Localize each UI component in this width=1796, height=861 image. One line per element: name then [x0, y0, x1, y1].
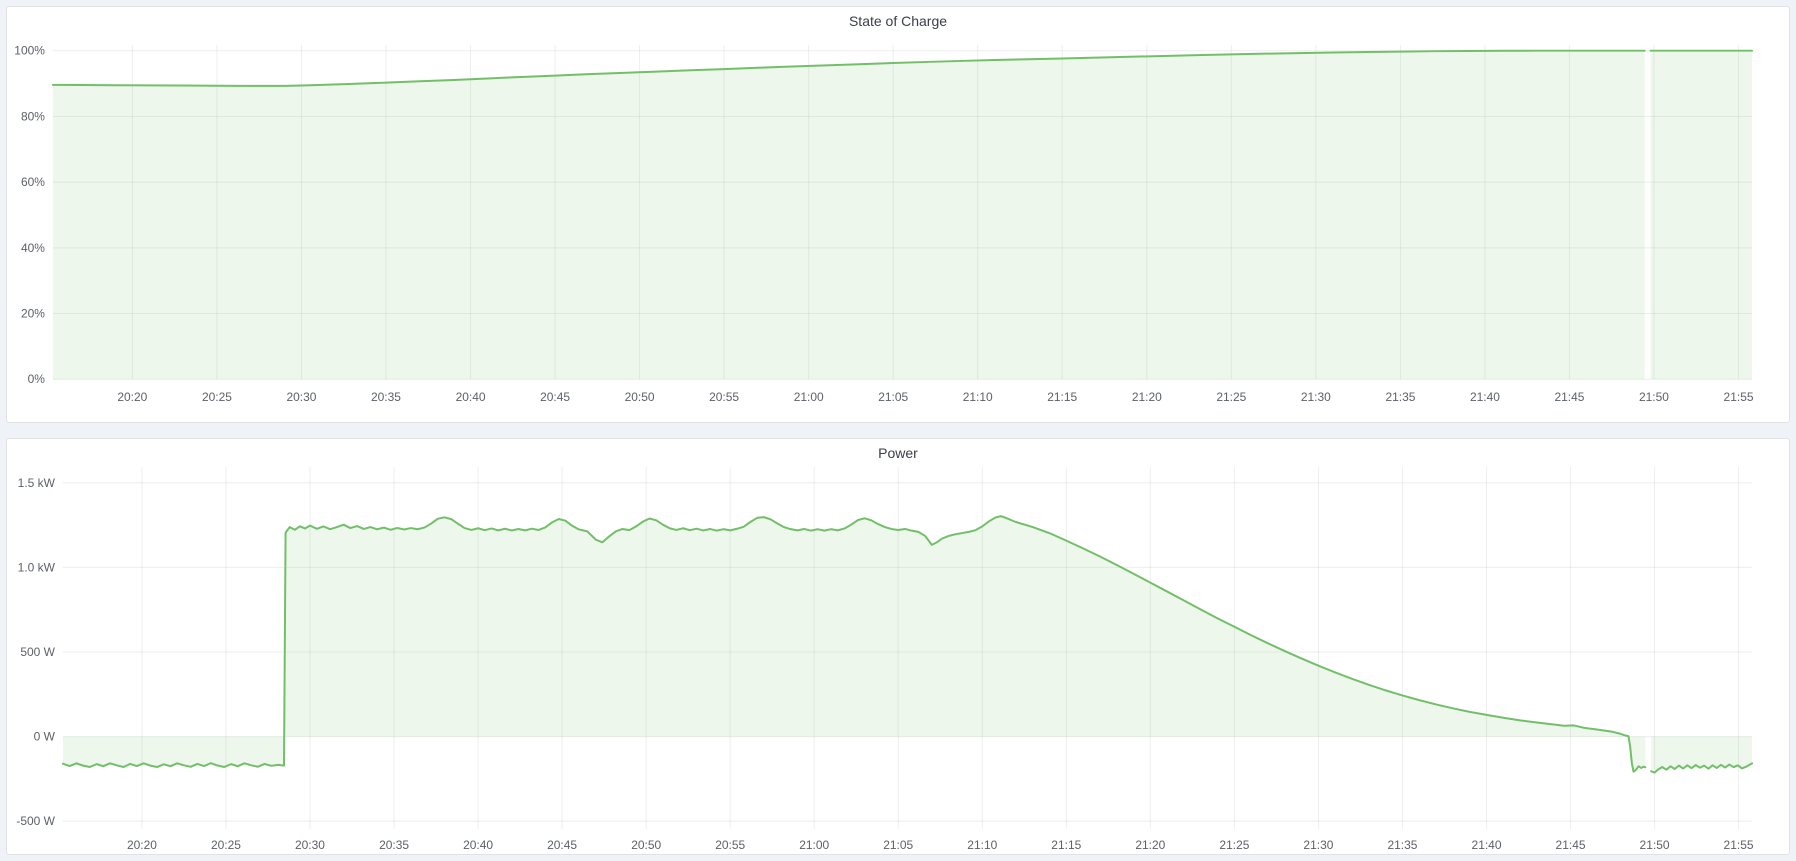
x-tick-label: 20:55	[715, 838, 745, 852]
series-line	[61, 515, 1647, 773]
y-tick-label: 40%	[21, 241, 45, 255]
x-tick-label: 20:35	[371, 390, 401, 404]
x-tick-label: 20:25	[202, 390, 232, 404]
x-tick-label: 20:35	[379, 838, 409, 852]
x-tick-label: 21:20	[1135, 838, 1165, 852]
x-tick-label: 20:45	[540, 390, 570, 404]
y-tick-label: 500 W	[20, 645, 55, 659]
x-tick-label: 21:05	[878, 390, 908, 404]
y-tick-label: 80%	[21, 109, 45, 123]
x-tick-label: 21:15	[1051, 838, 1081, 852]
chart-canvas[interactable]: -500 W 0 W 500 W 1.0 kW 1.5 kW 20:20 20:25 20:3…	[7, 439, 1789, 854]
axis-labels: 0% 20% 40% 60% 80% 100% 20:20 20:25 20:30 20:35 20…	[14, 44, 1754, 404]
x-tick-label: 21:30	[1303, 838, 1333, 852]
gridlines	[62, 466, 1753, 830]
x-tick-label: 21:45	[1554, 390, 1584, 404]
series-line	[1650, 762, 1754, 774]
panel-state-of-charge: State of Charge 0% 20% 40% 60% 80% 100% 20:20 2…	[6, 6, 1790, 423]
x-tick-label: 21:30	[1301, 390, 1331, 404]
gridlines	[52, 44, 1753, 380]
y-tick-label: 1.5 kW	[18, 476, 56, 490]
series-line	[51, 49, 1646, 87]
x-tick-label: 21:55	[1724, 390, 1754, 404]
x-tick-label: 21:40	[1470, 390, 1500, 404]
x-tick-label: 20:55	[709, 390, 739, 404]
y-tick-label: -500 W	[16, 814, 55, 828]
series-area	[52, 50, 1645, 380]
x-tick-label: 21:00	[794, 390, 824, 404]
chart-canvas[interactable]: 0% 20% 40% 60% 80% 100% 20:20 20:25 20:30 20:35 20…	[7, 7, 1789, 422]
x-tick-label: 21:10	[963, 390, 993, 404]
panel-power: Power -500 W 0 W 500 W 1.0 kW 1.5 kW 20:20 20:…	[6, 438, 1790, 855]
x-tick-label: 21:10	[967, 838, 997, 852]
x-tick-label: 21:35	[1385, 390, 1415, 404]
panel-title-state-of-charge: State of Charge	[848, 13, 948, 29]
series-area	[1651, 736, 1753, 773]
power-chart[interactable]: -500 W 0 W 500 W 1.0 kW 1.5 kW 20:20 20:25 20:3…	[7, 439, 1789, 854]
x-tick-label: 20:25	[211, 838, 241, 852]
x-tick-label: 21:45	[1556, 838, 1586, 852]
series-area	[62, 516, 1646, 772]
state-of-charge-chart[interactable]: 0% 20% 40% 60% 80% 100% 20:20 20:25 20:30 20:35 20…	[7, 7, 1789, 422]
x-tick-label: 20:45	[547, 838, 577, 852]
x-tick-label: 21:15	[1047, 390, 1077, 404]
x-tick-label: 20:30	[295, 838, 325, 852]
x-tick-label: 21:50	[1639, 390, 1669, 404]
x-tick-label: 20:40	[463, 838, 493, 852]
series-area	[1650, 50, 1753, 380]
axis-labels: -500 W 0 W 500 W 1.0 kW 1.5 kW 20:20 20:25 20:3…	[16, 476, 1754, 852]
x-tick-label: 21:50	[1640, 838, 1670, 852]
x-tick-label: 21:20	[1132, 390, 1162, 404]
x-tick-label: 20:30	[286, 390, 316, 404]
y-tick-label: 100%	[14, 44, 45, 58]
y-tick-label: 20%	[21, 307, 45, 321]
x-tick-label: 20:20	[127, 838, 157, 852]
x-tick-label: 20:50	[625, 390, 655, 404]
x-tick-label: 21:25	[1216, 390, 1246, 404]
panel-title-power: Power	[878, 445, 918, 461]
x-tick-label: 21:55	[1724, 838, 1754, 852]
y-tick-label: 1.0 kW	[18, 560, 56, 574]
x-tick-label: 21:00	[799, 838, 829, 852]
x-tick-label: 21:35	[1387, 838, 1417, 852]
x-tick-label: 20:50	[631, 838, 661, 852]
y-tick-label: 0 W	[34, 730, 56, 744]
x-tick-label: 21:05	[883, 838, 913, 852]
y-tick-label: 60%	[21, 175, 45, 189]
x-tick-label: 20:40	[456, 390, 486, 404]
y-tick-label: 0%	[28, 372, 46, 386]
x-tick-label: 21:25	[1219, 838, 1249, 852]
x-tick-label: 20:20	[117, 390, 147, 404]
x-tick-label: 21:40	[1472, 838, 1502, 852]
